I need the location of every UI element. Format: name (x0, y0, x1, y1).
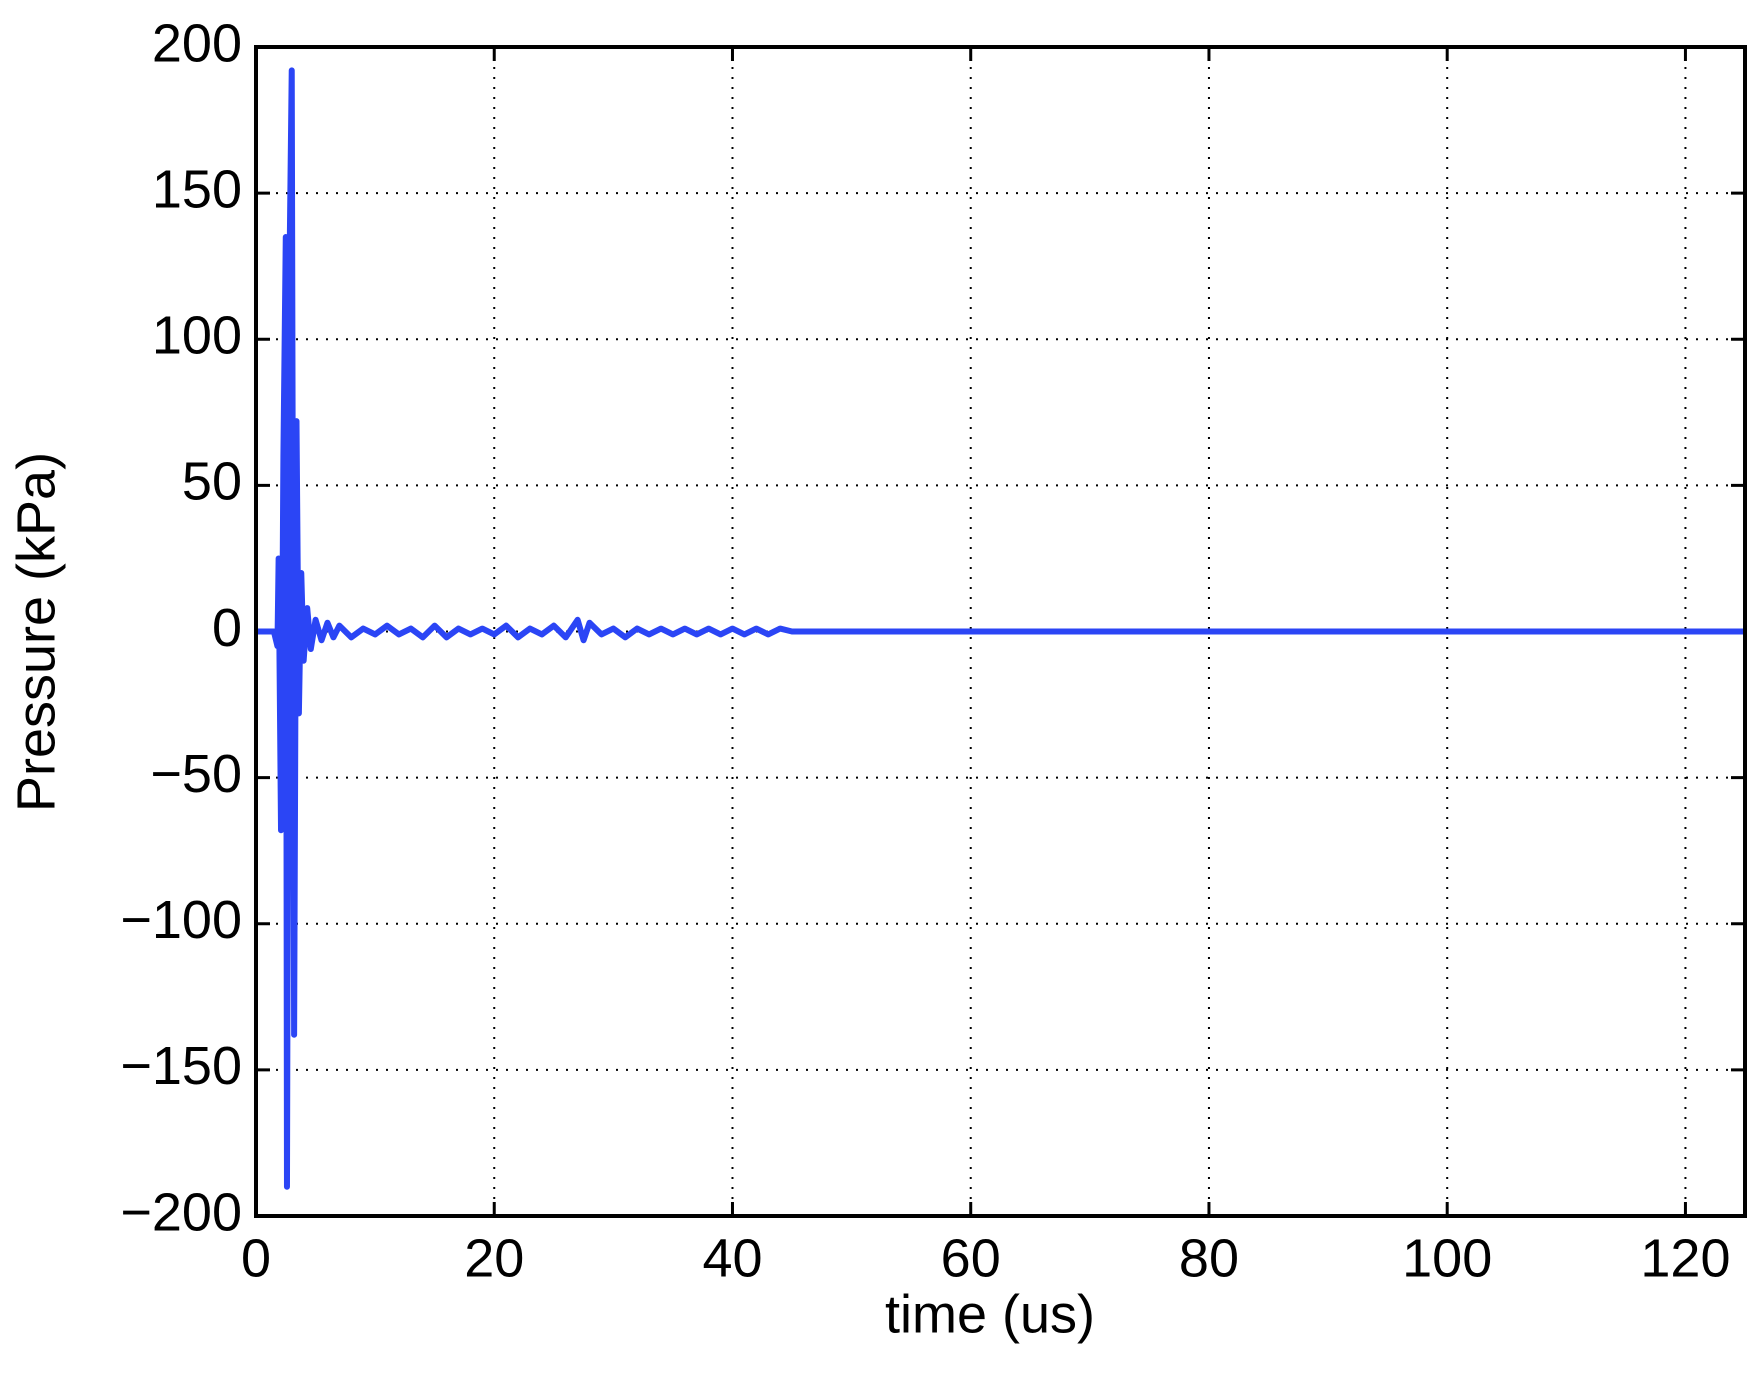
x-tick-label: 120 (1640, 1228, 1730, 1288)
y-axis-label: Pressure (kPa) (6, 452, 66, 812)
y-tick-label: 200 (152, 13, 242, 73)
data-line (256, 67, 1745, 1190)
x-tick-label: 40 (702, 1228, 762, 1288)
x-tick-label: 0 (241, 1228, 271, 1288)
y-tick-label: −150 (120, 1036, 242, 1096)
y-tick-label: 150 (152, 159, 242, 219)
x-tick-label: 100 (1402, 1228, 1492, 1288)
x-tick-label: 20 (464, 1228, 524, 1288)
x-tick-label: 60 (941, 1228, 1001, 1288)
x-tick-label: 80 (1179, 1228, 1239, 1288)
y-tick-label: −100 (120, 890, 242, 950)
y-tick-label: 50 (182, 452, 242, 512)
x-axis-label: time (us) (885, 1284, 1095, 1344)
y-tick-label: 0 (212, 598, 242, 658)
plot-frame (254, 45, 1747, 1218)
y-tick-label: −200 (120, 1182, 242, 1242)
y-tick-label: 100 (152, 306, 242, 366)
y-tick-label: −50 (150, 744, 242, 804)
